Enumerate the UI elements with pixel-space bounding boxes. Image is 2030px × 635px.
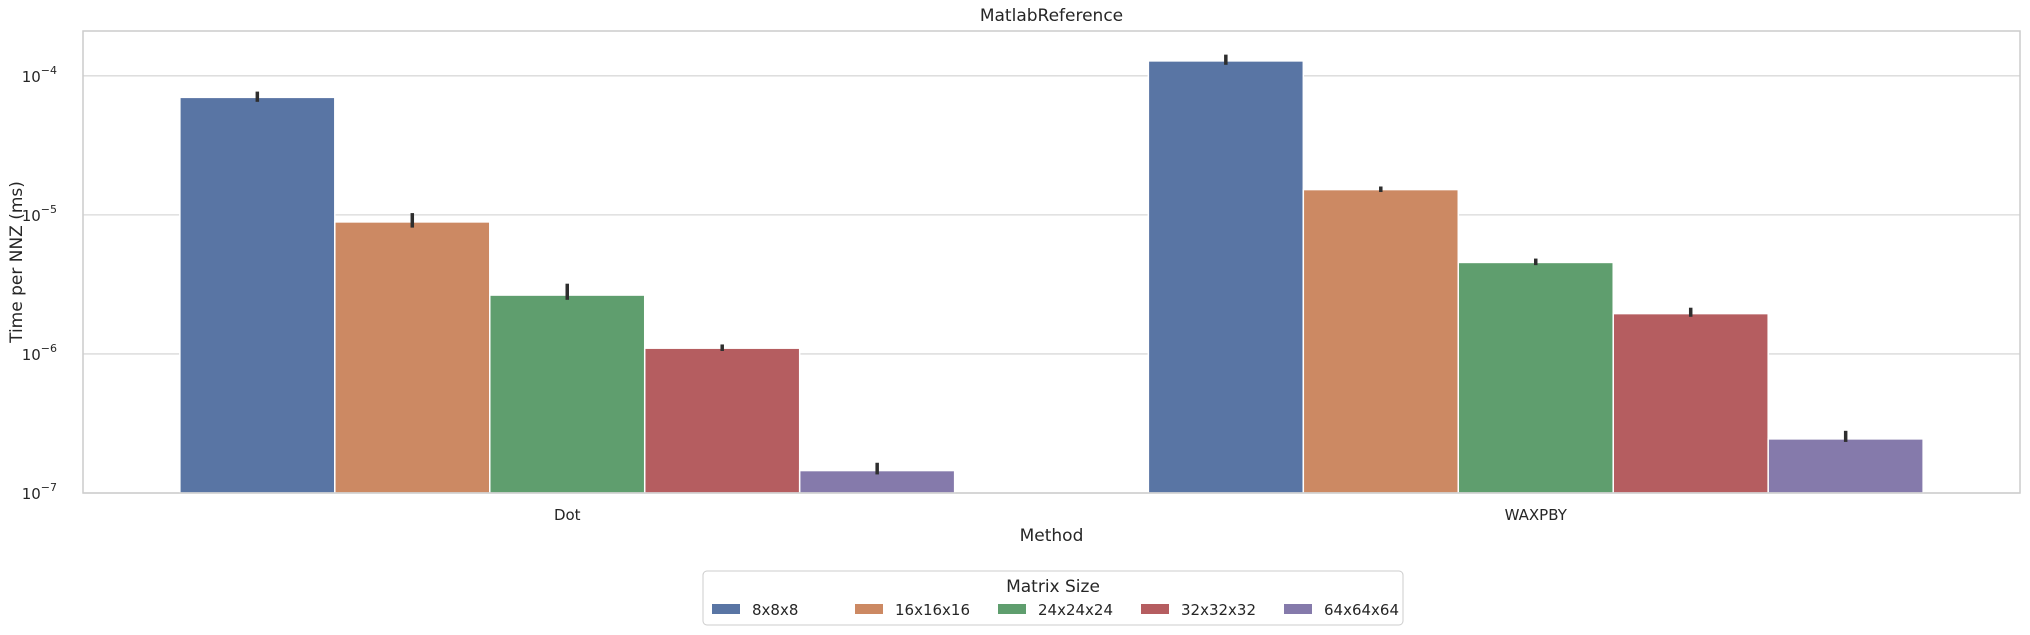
y-tick-base: 10 [22, 207, 41, 225]
legend-label: 24x24x24 [1038, 601, 1113, 619]
y-tick-exponent: −5 [41, 203, 57, 216]
bar-8x8x8-WAXPBY [1147, 60, 1305, 494]
x-tick-label: WAXPBY [1505, 506, 1568, 524]
y-tick-label: 10−6 [22, 342, 57, 364]
y-tick-base: 10 [22, 485, 41, 503]
bar-16x16x16-WAXPBY [1302, 188, 1460, 494]
bar-24x24x24-Dot [489, 294, 646, 494]
legend-label: 32x32x32 [1181, 601, 1256, 619]
y-tick-base: 10 [22, 68, 41, 86]
y-tick-label: 10−5 [22, 203, 57, 225]
legend-items: 8x8x8 16x16x16 24x24x24 32x32x32 64x64x64 [712, 601, 1399, 619]
y-tick-exponent: −6 [41, 342, 57, 355]
legend-swatch-64x64x64 [1284, 604, 1312, 614]
legend-swatch-8x8x8 [712, 604, 740, 614]
legend-label: 64x64x64 [1324, 601, 1399, 619]
legend-swatch-24x24x24 [998, 604, 1026, 614]
y-tick-label: 10−4 [22, 64, 57, 86]
y-tick-exponent: −4 [41, 64, 57, 77]
x-tick-label: Dot [554, 506, 581, 524]
legend-swatch-16x16x16 [855, 604, 883, 614]
legend-swatch-32x32x32 [1141, 604, 1169, 614]
plot-frame [82, 30, 2021, 494]
x-tick-labels: Dot WAXPBY [554, 506, 1568, 524]
bar-32x32x32-Dot [643, 347, 801, 494]
bars [179, 60, 1924, 494]
bar-32x32x32-WAXPBY [1612, 312, 1769, 494]
legend-title: Matrix Size [1006, 577, 1100, 597]
y-tick-label: 10−7 [22, 481, 57, 503]
y-tick-labels: 10−710−610−510−4 [22, 64, 57, 503]
x-axis-label: Method [1020, 526, 1084, 546]
y-tick-exponent: −7 [41, 481, 57, 494]
error-bars [255, 54, 1848, 475]
bar-24x24x24-WAXPBY [1457, 261, 1614, 494]
bar-16x16x16-Dot [334, 221, 491, 494]
chart-title: MatlabReference [980, 6, 1123, 26]
legend-label: 8x8x8 [752, 601, 798, 619]
legend: Matrix Size 8x8x8 16x16x16 24x24x24 32x32x3… [702, 570, 1404, 626]
legend-label: 16x16x16 [895, 601, 970, 619]
y-tick-base: 10 [22, 346, 41, 364]
bar-64x64x64-WAXPBY [1767, 438, 1924, 494]
y-axis-label: Time per NNZ (ms) [7, 181, 27, 344]
bar-8x8x8-Dot [179, 96, 336, 494]
